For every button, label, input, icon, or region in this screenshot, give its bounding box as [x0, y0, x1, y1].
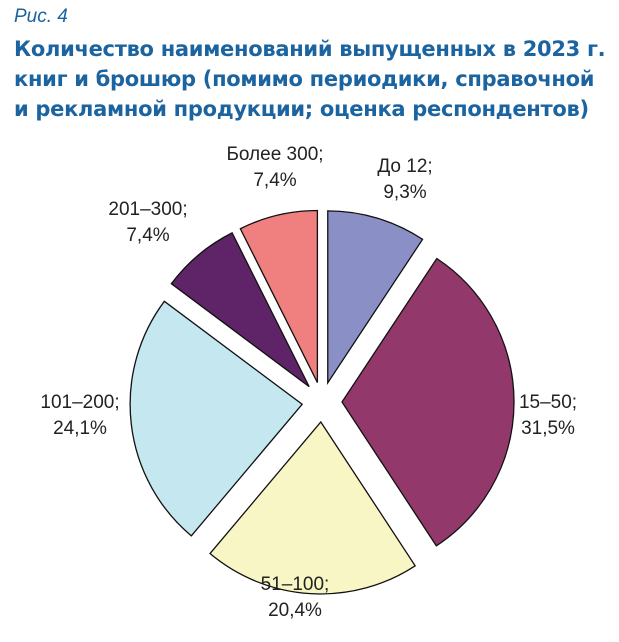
slice-category-label: 101–200;: [40, 392, 119, 413]
slice-value-label: 9,3%: [383, 182, 426, 203]
chart-title: Количество наименований выпущенных в 202…: [14, 37, 606, 121]
slice-category-label: До 12;: [377, 156, 432, 177]
pie-slice: [327, 210, 424, 386]
slice-value-label: 20,4%: [268, 600, 322, 621]
pie-slice: [209, 420, 417, 595]
figure-label: Рис. 4: [14, 6, 68, 27]
slice-value-label: 7,4%: [126, 225, 169, 246]
pie-slice: [239, 209, 319, 383]
pie-slice: [170, 232, 310, 388]
pie-slice: [341, 257, 515, 547]
pie-slice: [129, 300, 304, 537]
slice-value-label: 31,5%: [521, 418, 575, 439]
slice-category-label: Более 300;: [226, 144, 323, 165]
slice-category-label: 51–100;: [261, 574, 330, 595]
slice-category-label: 201–300;: [108, 199, 187, 220]
slice-value-label: 24,1%: [53, 418, 107, 439]
slice-value-label: 7,4%: [253, 170, 296, 191]
slice-category-label: 15–50;: [519, 392, 577, 413]
